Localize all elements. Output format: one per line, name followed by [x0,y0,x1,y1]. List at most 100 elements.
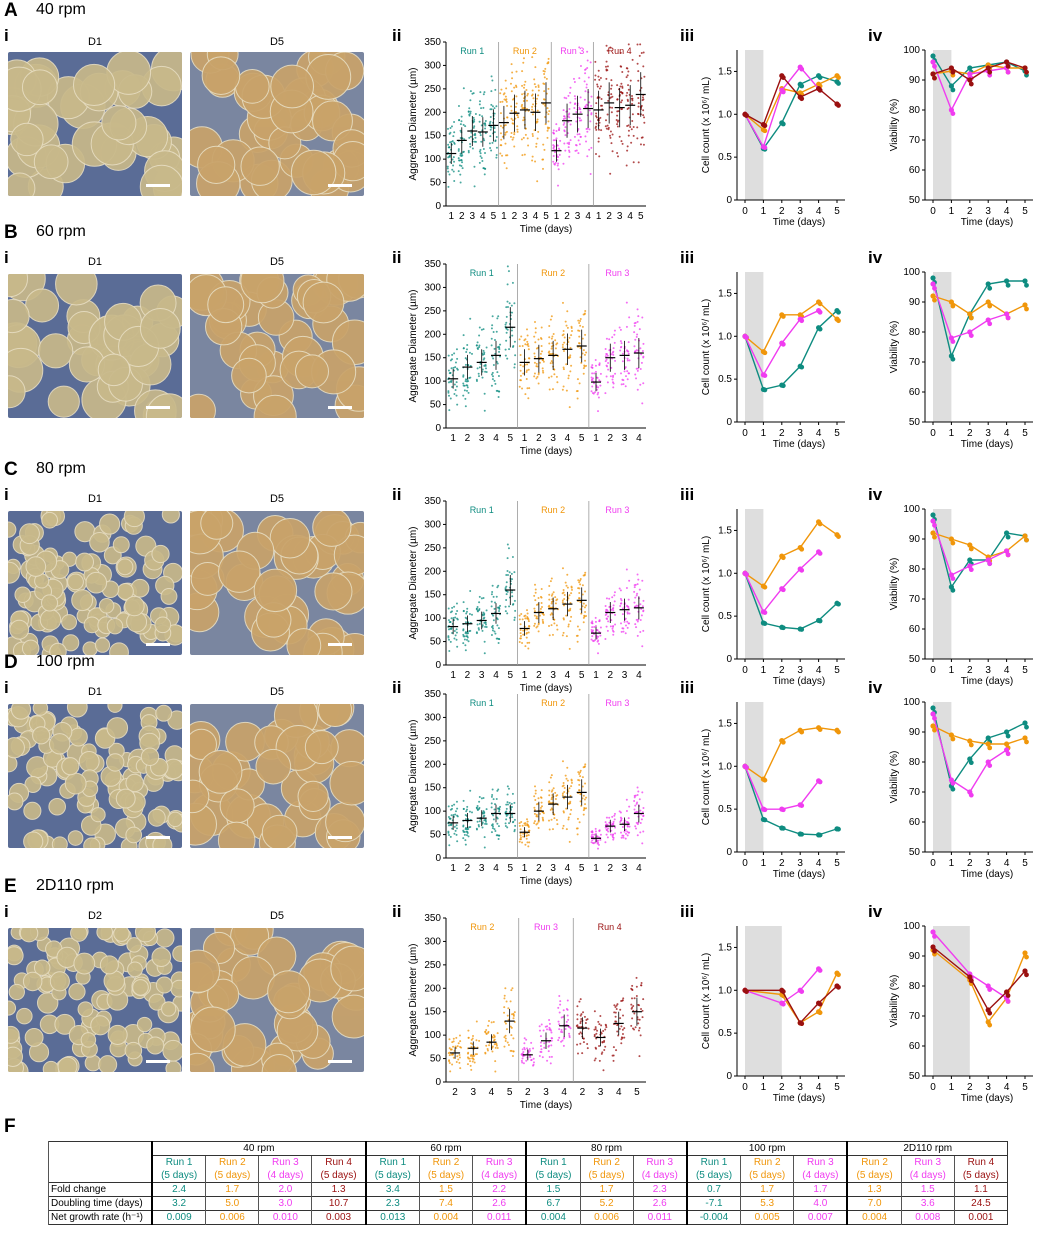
agg-C-dot [614,613,617,616]
agg-A-dot [534,160,537,163]
viab-B-point [950,339,956,344]
agg-B-dot [579,317,582,320]
agg-E-dot [542,1029,545,1032]
agg-D-dot [475,827,478,830]
agg-C-dot [521,641,524,644]
agg-C-dot [527,647,530,650]
agg-B-dot [479,362,482,365]
agg-A-dot [515,102,518,105]
agg-D-dot [622,836,625,839]
agg-A-dot [484,120,487,123]
agg-B-ylabel: Aggregate Diameter (µm) [408,289,419,402]
agg-B-dot [498,350,501,353]
agg-C-dot [563,597,566,600]
agg-E-dot [550,1055,553,1058]
agg-C-dot [579,579,582,582]
viab-D-shade [933,702,952,852]
agg-D-ytick: 50 [430,830,442,841]
table-cell: 0.001 [953,1210,1008,1225]
agg-D-dot [447,833,450,836]
agg-D-dot [569,813,572,816]
agg-D-dot [579,771,582,774]
agg-B-dot [535,377,538,380]
agg-E-dot [485,1044,488,1047]
agg-C-dot [504,605,507,608]
cells-D-point [744,765,749,770]
agg-D-dot [604,826,607,829]
agg-C-dot [528,625,531,628]
agg-E-dot [601,1051,604,1054]
agg-A-dot [505,100,508,103]
agg-E-dot [456,1045,459,1048]
agg-C-dot [508,605,511,608]
agg-C-dot [521,618,524,621]
viab-D-point [985,735,991,741]
agg-C-dot [456,609,459,612]
cells-A-point [817,75,823,80]
agg-B-dot [466,378,469,381]
agg-D-dot [547,819,550,822]
agg-B-dot [634,338,637,341]
agg-E-dot [562,1015,565,1018]
agg-C-dot [627,622,630,625]
agg-B-xtick: 4 [565,433,571,444]
cells-E-point [780,989,786,994]
agg-A-ytick: 350 [424,37,441,48]
agg-C-dot [561,599,564,602]
agg-B-dot [485,346,488,349]
agg-C-dot [552,591,555,594]
agg-A-dot [524,133,527,136]
agg-D-dot [552,787,555,790]
agg-A-dot [632,134,635,137]
agg-A-dot [453,160,456,163]
agg-D-dot [447,805,450,808]
agg-A-dot [631,58,634,61]
viab-D-point [968,792,974,798]
agg-D-dot [641,791,644,794]
agg-E-dot [504,1022,507,1025]
agg-C-dot [506,612,509,615]
agg-B-dot [518,345,521,348]
agg-A-dot [629,79,632,82]
agg-A-dot [509,82,512,85]
agg-C-dot [585,604,588,607]
agg-B-dot [541,359,544,362]
agg-D-dot [613,814,616,817]
cells-B-point [762,373,768,378]
agg-C-dot [612,604,615,607]
agg-E-dot [579,998,582,1001]
agg-D-dot [624,832,627,835]
cells-A-point [780,121,786,127]
agg-B-dot [612,382,615,385]
agg-A-dot [639,143,642,146]
agg-D-dot [614,826,617,829]
agg-B-dot [491,315,494,318]
agg-C-dot [549,580,552,583]
agg-A-dot [627,88,630,91]
viab-D-point [930,705,936,711]
agg-A-dot [452,164,455,167]
agg-B-dot [585,351,588,354]
agg-A-dot [514,110,517,113]
agg-B-dot [449,371,452,374]
agg-C-dot [537,597,540,600]
agg-A-dot [473,118,476,121]
agg-B-dot [504,348,507,351]
agg-A-dot [462,123,465,126]
agg-C-dot [583,606,586,609]
agg-A-dot [472,126,475,129]
agg-B-dot [596,376,599,379]
agg-A-dot [478,150,481,153]
agg-C-xtick: 2 [608,670,614,681]
agg-C-xtick: 1 [522,670,528,681]
agg-C-dot [519,637,522,640]
agg-B-dot [481,368,484,371]
agg-D-dot [481,826,484,829]
agg-A-dot [621,99,624,102]
agg-C-dot [478,595,481,598]
agg-B-dot [584,359,587,362]
agg-D-dot [504,822,507,825]
sub-label-iv: iv [868,26,883,45]
agg-E-xtick: 2 [525,1087,531,1098]
